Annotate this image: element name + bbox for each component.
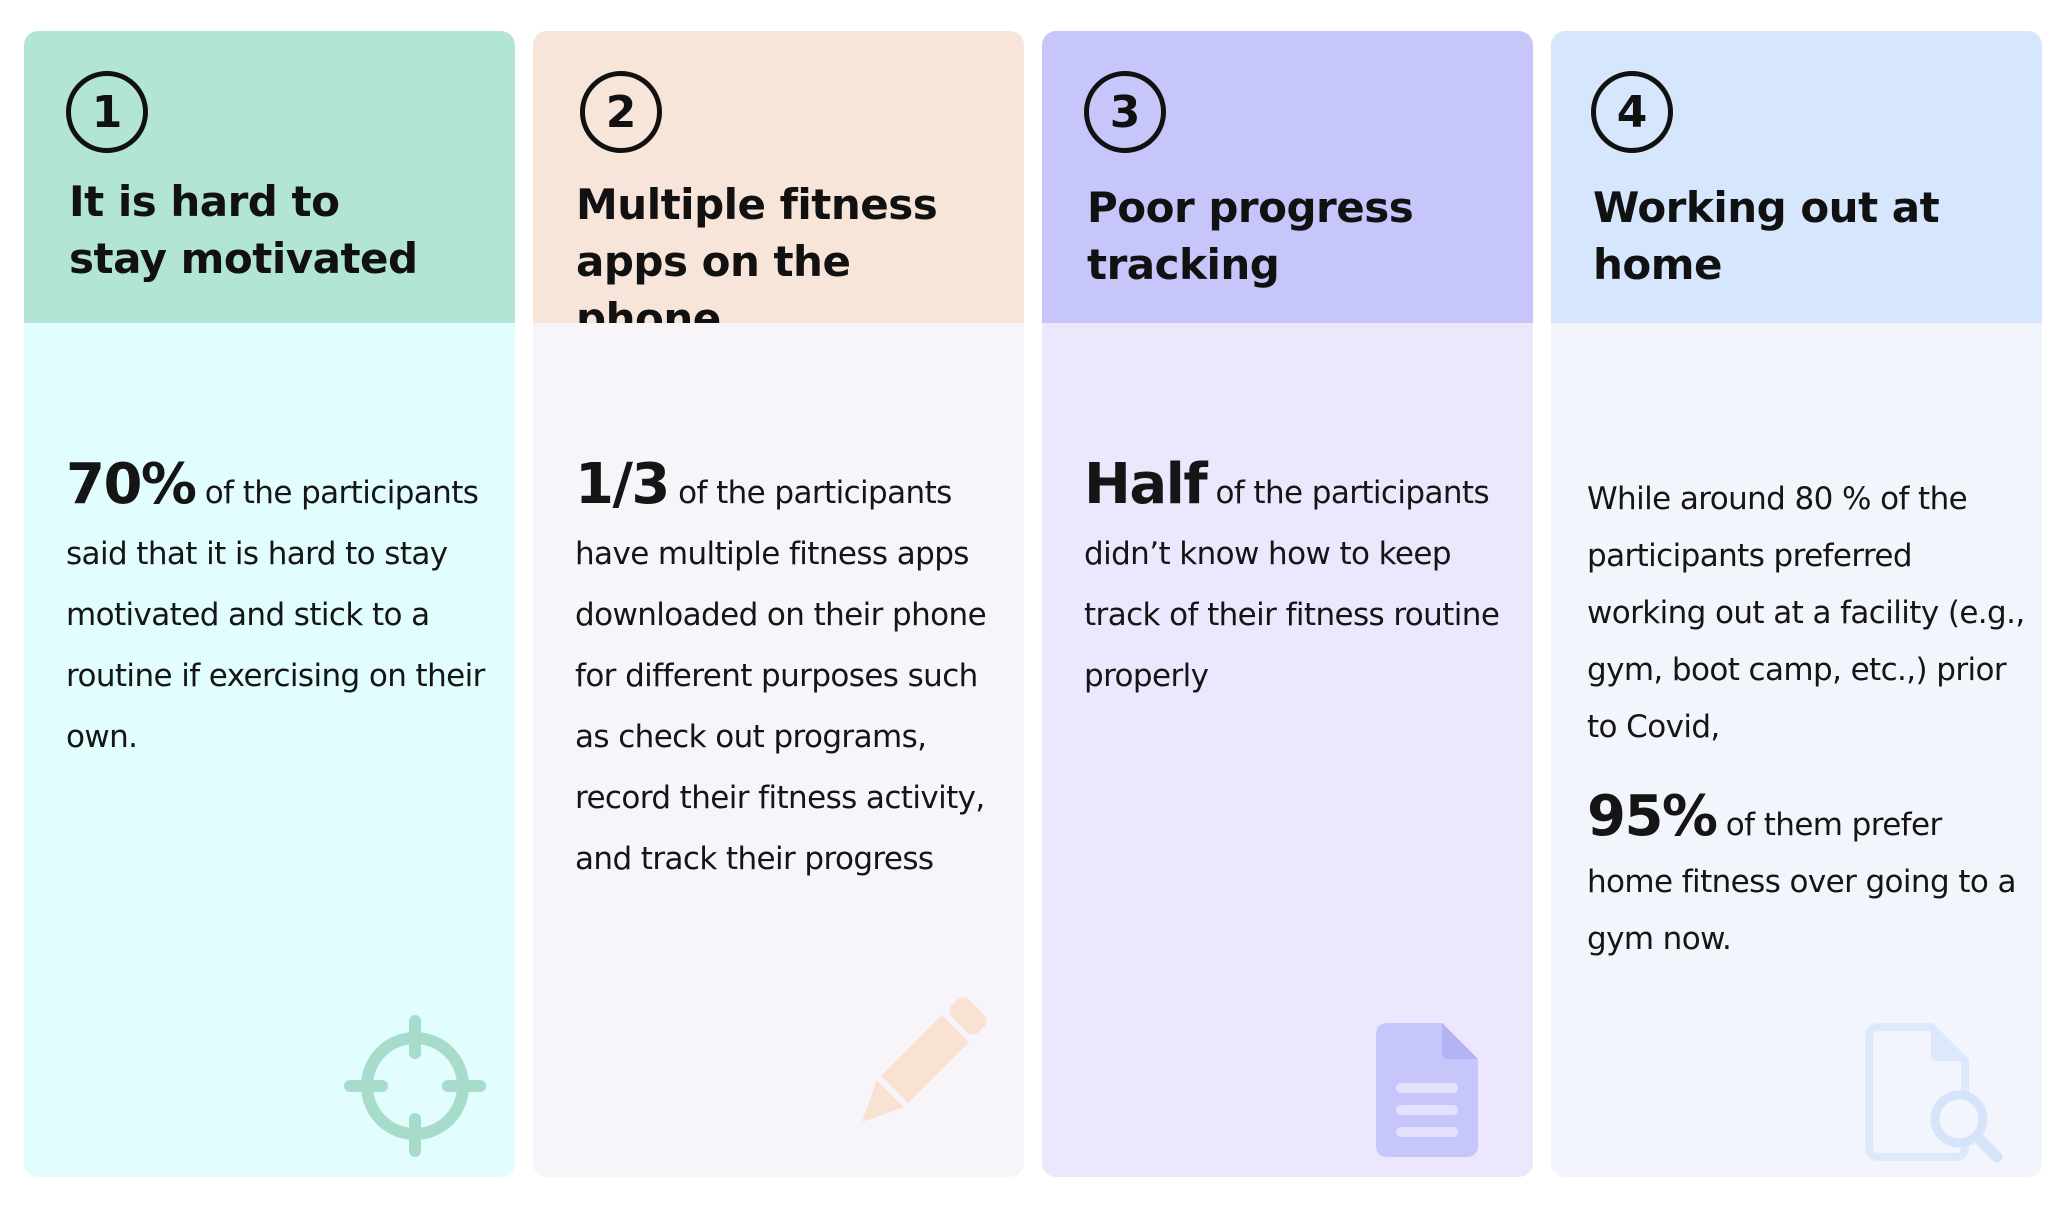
stat-description: of the participants said that it is hard… <box>66 475 485 755</box>
card-title: Working out at home <box>1593 183 1940 289</box>
card-header: 1 It is hard to stay motivated <box>24 31 515 323</box>
card-title: Multiple fitness apps on the phone <box>576 180 938 343</box>
document-search-icon <box>1865 1023 2003 1163</box>
stat-description: of the participants didn’t know how to k… <box>1084 475 1500 694</box>
card-header: 3 Poor progress tracking <box>1042 31 1533 323</box>
stat-description: of them prefer home fitness over going t… <box>1587 807 2016 957</box>
step-number-badge: 3 <box>1084 71 1166 153</box>
stat-description: of the participants have multiple fitnes… <box>575 475 987 877</box>
card-title: Poor progress tracking <box>1087 183 1414 289</box>
stat-highlight: 70% <box>66 452 197 517</box>
card-text: 1/3 of the participants have multiple fi… <box>575 457 995 890</box>
card-body: 1/3 of the participants have multiple fi… <box>533 323 1024 1177</box>
stat-highlight: 95% <box>1587 784 1718 849</box>
step-number-badge: 4 <box>1591 71 1673 153</box>
card-body: Half of the participants didn’t know how… <box>1042 323 1533 1177</box>
card-multiple-apps: 2 Multiple fitness apps on the phone 1/3… <box>533 31 1024 1177</box>
step-number-badge: 1 <box>66 71 148 153</box>
card-text: 70% of the participants said that it is … <box>66 457 486 768</box>
target-icon <box>344 1015 486 1157</box>
card-motivation: 1 It is hard to stay motivated 70% of th… <box>24 31 515 1177</box>
document-icon <box>1376 1023 1478 1157</box>
card-header: 4 Working out at home <box>1551 31 2042 323</box>
card-intro-text: While around 80 % of the participants pr… <box>1587 481 2025 745</box>
stat-highlight: 1/3 <box>575 452 670 517</box>
card-progress-tracking: 3 Poor progress tracking Half of the par… <box>1042 31 1533 1177</box>
card-text: 95% of them prefer home fitness over goi… <box>1587 789 2027 968</box>
card-body: While around 80 % of the participants pr… <box>1551 323 2042 1177</box>
card-working-out-home: 4 Working out at home While around 80 % … <box>1551 31 2042 1177</box>
card-header: 2 Multiple fitness apps on the phone <box>533 31 1024 343</box>
card-text: Half of the participants didn’t know how… <box>1084 457 1504 707</box>
card-title: It is hard to stay motivated <box>69 177 418 283</box>
stat-highlight: Half <box>1084 452 1208 517</box>
step-number-badge: 2 <box>580 71 662 153</box>
pencil-icon <box>861 997 987 1123</box>
card-body: 70% of the participants said that it is … <box>24 323 515 1177</box>
